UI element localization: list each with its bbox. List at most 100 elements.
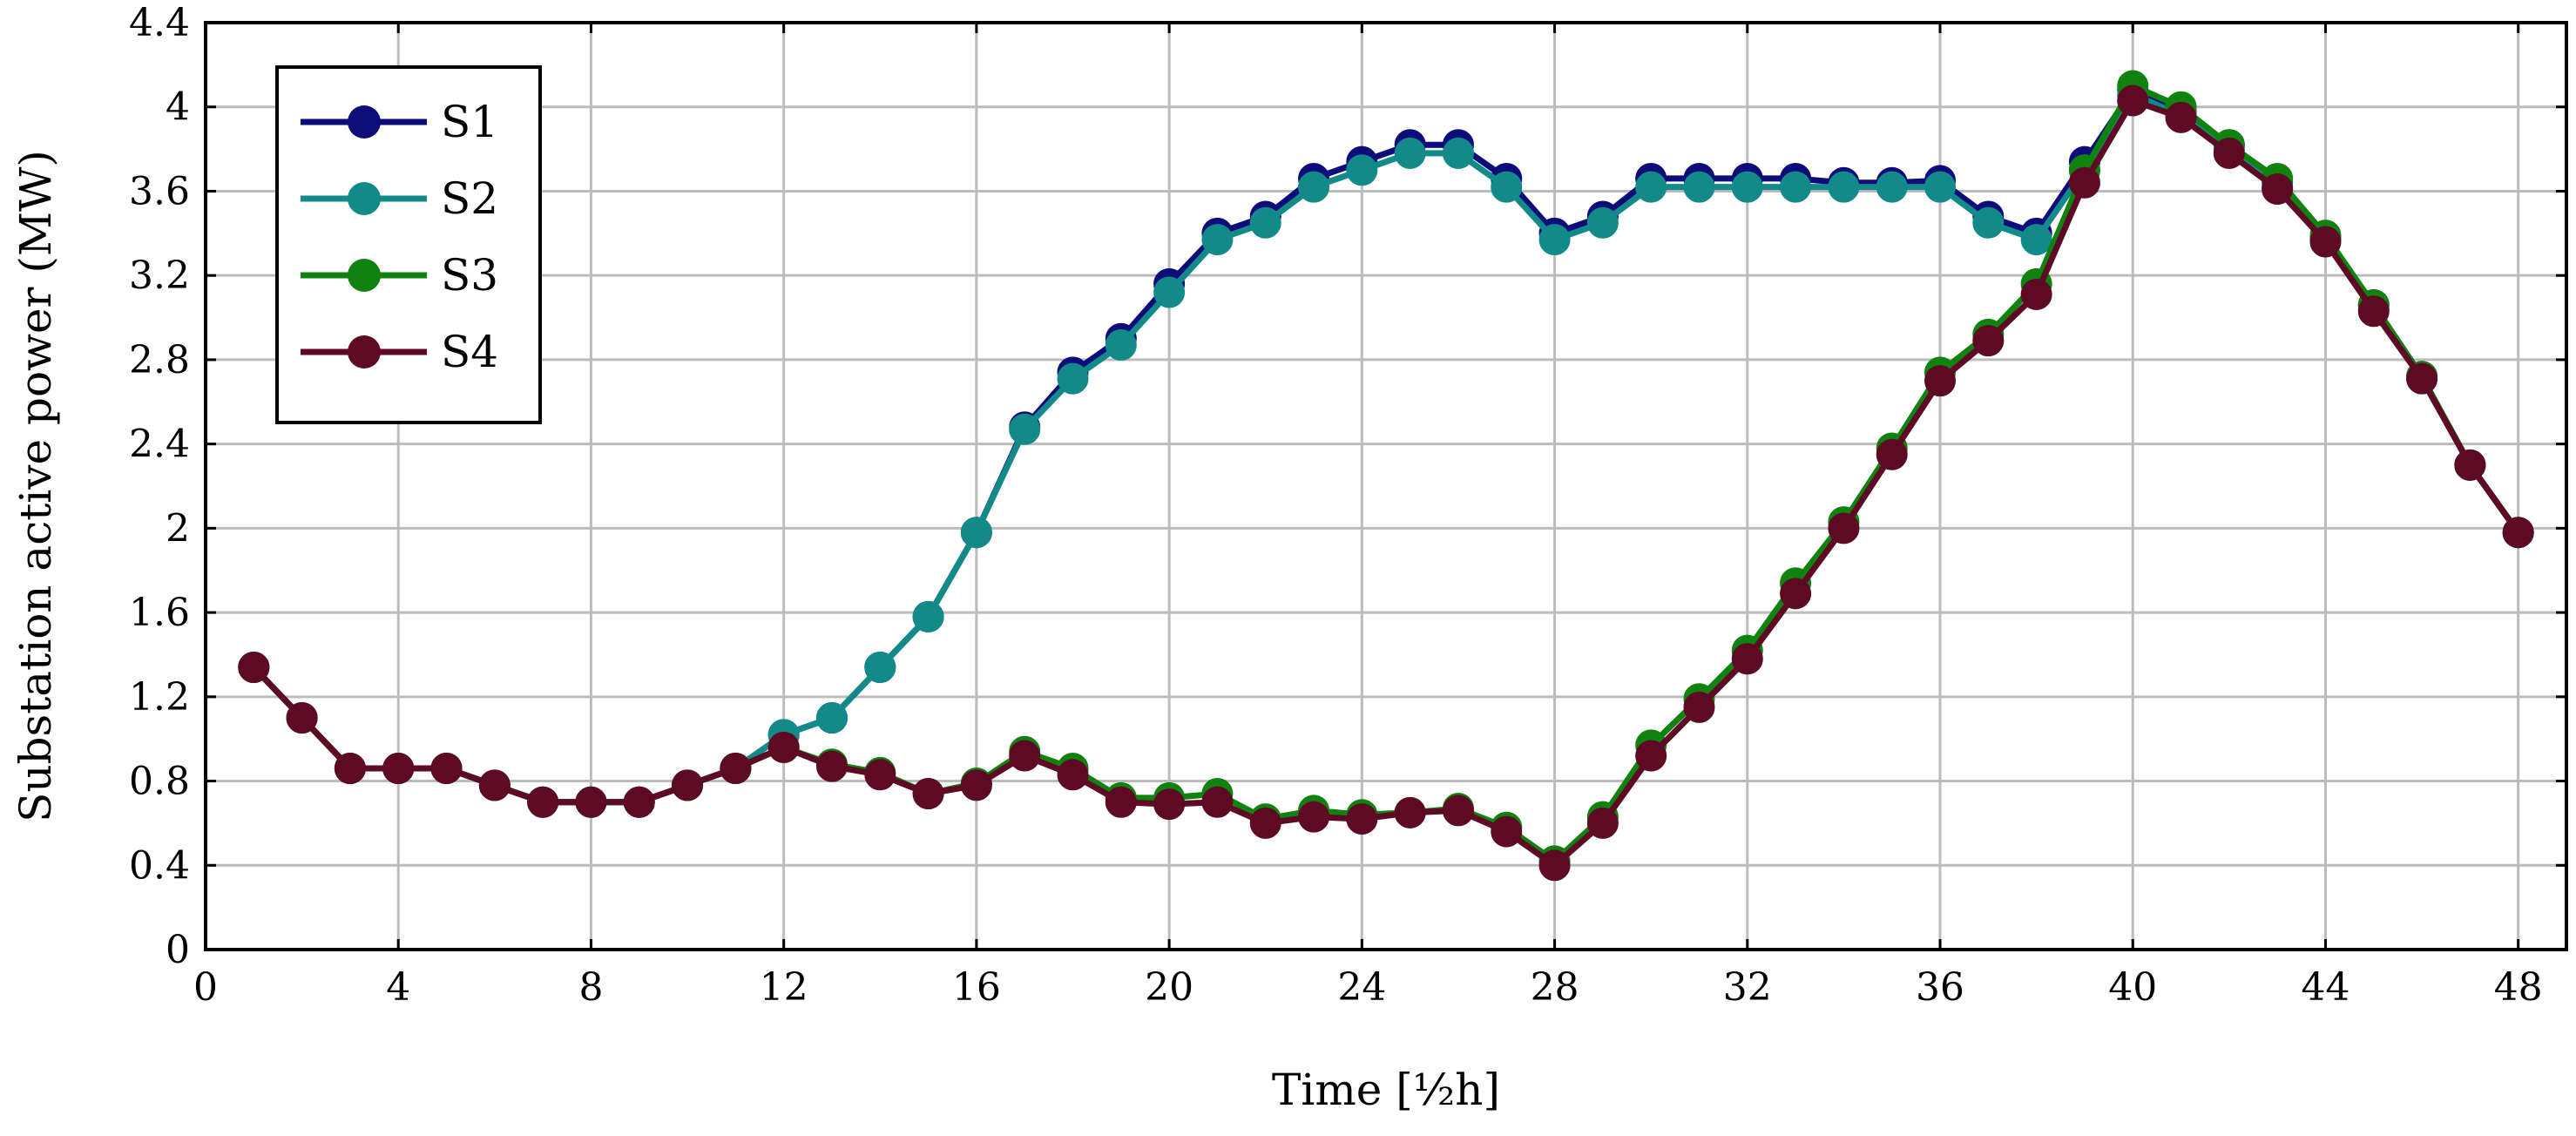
legend-marker (348, 105, 381, 139)
data-point (1972, 325, 2005, 357)
data-point (864, 651, 896, 683)
y-tick-label: 1.2 (129, 675, 190, 720)
data-point (1442, 137, 1474, 169)
data-point (1586, 807, 1619, 839)
legend-label: S2 (441, 173, 498, 224)
series-s4 (238, 85, 2534, 882)
data-point (720, 753, 752, 785)
legend: S1 S2 S3 S4 (275, 65, 542, 424)
x-tick-label: 36 (1916, 965, 1964, 1010)
data-point (2117, 85, 2149, 117)
data-point (1009, 740, 1041, 772)
data-point (527, 786, 559, 818)
data-point (623, 786, 655, 818)
data-point (672, 769, 704, 801)
data-point (2309, 226, 2342, 258)
data-point (1538, 849, 1571, 882)
data-point (1346, 154, 1378, 186)
data-point (960, 769, 992, 801)
axis-ticks (204, 21, 2566, 951)
data-point (1249, 807, 1281, 839)
data-point (1201, 224, 1234, 256)
data-point (1298, 801, 1330, 833)
y-tick-labels: 0 0.4 0.8 1.2 1.6 2 2.4 2.8 3.2 3.6 4 4.4 (129, 1, 190, 972)
legend-item-s2: S2 (301, 173, 498, 224)
x-tick-label: 12 (760, 965, 808, 1010)
data-point (238, 651, 270, 683)
legend-marker (348, 335, 381, 369)
data-point (1346, 803, 1378, 835)
data-point (1731, 643, 1763, 675)
legend-item-s4: S4 (301, 327, 498, 377)
y-tick-label: 3.6 (129, 169, 190, 213)
data-point (912, 600, 944, 632)
data-point (1009, 413, 1041, 445)
y-tick-label: 4 (166, 85, 190, 130)
y-tick-label: 0.4 (129, 843, 190, 888)
data-point (2502, 517, 2534, 549)
data-point (1491, 171, 1523, 203)
data-point (1249, 206, 1281, 239)
data-point (1780, 578, 1812, 610)
data-point (1828, 171, 1860, 203)
plot-frame (204, 21, 2568, 951)
data-point (1394, 137, 1426, 169)
data-point (2262, 173, 2294, 206)
y-tick-label: 2.8 (129, 338, 190, 382)
data-point (1105, 328, 1137, 361)
x-tick-label: 16 (952, 965, 1001, 1010)
data-point (1731, 171, 1763, 203)
data-point (912, 778, 944, 810)
legend-marker (348, 182, 381, 215)
x-tick-label: 0 (193, 965, 218, 1010)
data-point (1683, 691, 1715, 723)
data-point (1538, 224, 1571, 256)
legend-item-s3: S3 (301, 250, 498, 301)
data-point (815, 702, 848, 734)
data-point (1153, 276, 1186, 308)
data-point (2068, 166, 2100, 199)
data-point (2454, 449, 2486, 481)
legend-label: S1 (441, 97, 498, 147)
y-tick-label: 4.4 (129, 1, 190, 45)
data-point (1683, 171, 1715, 203)
y-tick-label: 2.4 (129, 423, 190, 467)
y-tick-label: 3.2 (129, 254, 190, 298)
legend-label: S3 (441, 250, 498, 301)
data-point (382, 753, 415, 785)
x-tick-label: 40 (2108, 965, 2157, 1010)
data-point (1057, 759, 1089, 791)
x-axis-label: Time [½h] (1272, 1065, 1500, 1115)
data-point (1442, 795, 1474, 827)
x-tick-label: 8 (578, 965, 603, 1010)
y-axis-label: Substation active power (MW) (10, 150, 61, 822)
x-tick-label: 48 (2494, 965, 2543, 1010)
data-point (430, 753, 463, 785)
data-point (1780, 171, 1812, 203)
data-point (2020, 224, 2052, 256)
data-point (478, 769, 510, 801)
data-point (1394, 796, 1426, 828)
data-point (286, 702, 318, 734)
data-point (1635, 171, 1667, 203)
y-tick-label: 0.8 (129, 760, 190, 804)
data-point (1635, 740, 1667, 772)
data-point (864, 759, 896, 791)
x-tick-label: 44 (2301, 965, 2350, 1010)
data-point (2020, 278, 2052, 310)
legend-box (275, 65, 542, 424)
x-tick-labels: 0 4 8 12 16 20 24 28 32 36 40 44 48 (193, 965, 2543, 1010)
data-point (2357, 295, 2390, 328)
legend-marker (348, 259, 381, 292)
x-tick-label: 4 (386, 965, 410, 1010)
data-point (2213, 137, 2245, 169)
data-point (334, 753, 366, 785)
y-tick-label: 0 (166, 928, 190, 972)
data-point (1586, 206, 1619, 239)
data-point (1876, 171, 1908, 203)
y-tick-label: 2 (166, 506, 190, 551)
data-point (575, 786, 607, 818)
x-tick-label: 24 (1337, 965, 1386, 1010)
data-point (767, 731, 800, 763)
